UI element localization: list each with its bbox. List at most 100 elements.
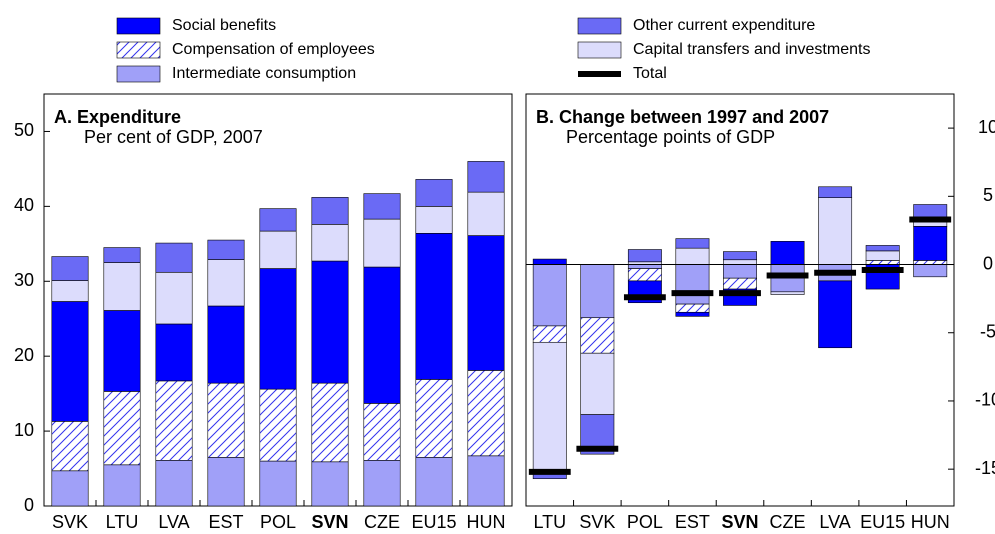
bar-segment: [103, 247, 141, 263]
bar-segment: [415, 379, 453, 458]
x-tick-label: LTU: [533, 512, 566, 532]
x-tick-label: EST: [675, 512, 710, 532]
bar-segment: [415, 233, 453, 380]
x-tick-label: LVA: [158, 512, 189, 532]
bar-segment: [415, 206, 453, 234]
bar-segment: [532, 258, 567, 265]
bar-segment: [532, 341, 567, 471]
bar-segment: [675, 311, 710, 317]
bar-segment: [363, 460, 401, 507]
y-tick-label: 50: [14, 120, 34, 140]
bar-segment: [723, 251, 757, 261]
bar-segment: [580, 264, 615, 319]
bar-segment: [675, 303, 710, 313]
bar-segment: [51, 280, 89, 302]
legend-label: Capital transfers and investments: [633, 41, 870, 58]
bar-segment: [467, 235, 505, 371]
bar-segment: [311, 224, 349, 262]
bar-segment: [103, 262, 141, 311]
x-tick-label: LVA: [819, 512, 850, 532]
panel-subtitle: Percentage points of GDP: [566, 127, 775, 147]
bar-segment: [51, 301, 89, 422]
bar-segment: [259, 388, 297, 462]
bar-segment: [207, 305, 245, 384]
bar-segment: [103, 310, 141, 392]
bar-segment: [627, 268, 662, 282]
bar-segment: [207, 382, 245, 458]
legend-swatch: [577, 17, 622, 35]
bar-segment: [723, 259, 757, 265]
x-tick-label: CZE: [364, 512, 400, 532]
bar-segment: [363, 218, 401, 268]
y-tick-label: 30: [14, 270, 34, 290]
bar-segment: [467, 370, 505, 457]
x-tick-label: SVN: [721, 512, 758, 532]
legend-label: Other current expenditure: [633, 17, 815, 34]
bar-segment: [913, 264, 948, 278]
bar-segment: [865, 245, 900, 252]
legend-swatch: [116, 65, 161, 83]
bar-segment: [913, 260, 948, 265]
legend-swatch: [577, 41, 622, 59]
x-tick-label: SVK: [52, 512, 88, 532]
y-tick-label: 0: [983, 253, 993, 273]
bar-segment: [363, 403, 401, 461]
y-tick-label: -15: [975, 458, 995, 478]
bar-segment: [818, 197, 853, 265]
bar-segment: [155, 271, 193, 325]
bar-segment: [532, 325, 567, 343]
bar-segment: [155, 380, 193, 461]
bar-segment: [207, 239, 245, 260]
legend: Social benefits Compensation of employees…: [116, 17, 870, 83]
bar-segment: [51, 421, 89, 472]
x-tick-label: POL: [260, 512, 296, 532]
bar-segment: [865, 250, 900, 261]
panel-title: B. Change between 1997 and 2007: [536, 107, 829, 127]
bar-segment: [155, 323, 193, 382]
bar-segment: [51, 470, 89, 507]
bar-segment: [913, 226, 948, 261]
bar-segment: [865, 260, 900, 265]
bar-segment: [770, 291, 805, 295]
legend-label: Social benefits: [172, 17, 276, 34]
bar-segment: [311, 260, 349, 384]
bar-segment: [311, 197, 349, 225]
legend-swatch: [116, 17, 161, 35]
bar-segment: [259, 230, 297, 269]
bar-segment: [51, 256, 89, 281]
bar-segment: [580, 352, 615, 415]
bar-segment: [155, 242, 193, 273]
bar-segment: [467, 161, 505, 193]
bar-segment: [627, 264, 662, 269]
legend-label: Intermediate consumption: [172, 65, 356, 82]
bar-segment: [580, 317, 615, 354]
bar-segment: [818, 186, 853, 198]
y-tick-label: 10: [978, 117, 995, 137]
bar-segment: [415, 457, 453, 507]
x-tick-label: SVN: [311, 512, 348, 532]
bar-segment: [723, 277, 757, 290]
x-tick-label: POL: [627, 512, 663, 532]
y-tick-label: 20: [14, 345, 34, 365]
bar-segment: [311, 461, 349, 507]
bar-segment: [723, 264, 757, 279]
x-tick-label: CZE: [770, 512, 806, 532]
bar-segment: [103, 391, 141, 466]
bar-segment: [363, 193, 401, 220]
y-tick-label: 0: [24, 495, 34, 515]
bar-segment: [103, 464, 141, 507]
bar-segment: [467, 455, 505, 507]
legend-label: Total: [633, 65, 667, 82]
y-tick-label: 10: [14, 420, 34, 440]
y-tick-label: -5: [980, 321, 995, 341]
y-tick-label: -10: [975, 390, 995, 410]
bar-segment: [818, 280, 853, 349]
x-tick-label: HUN: [467, 512, 506, 532]
y-tick-label: 5: [983, 185, 993, 205]
x-tick-label: HUN: [911, 512, 950, 532]
bar-segment: [207, 259, 245, 307]
bar-segment: [207, 457, 245, 507]
legend-swatch: [116, 41, 161, 59]
bar-segment: [675, 264, 710, 305]
